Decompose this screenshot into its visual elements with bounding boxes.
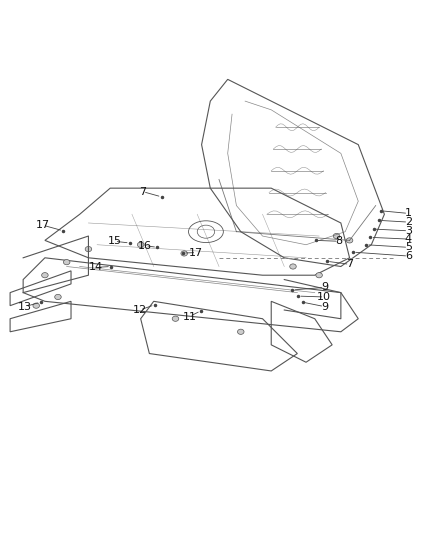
Text: 17: 17 [35,220,50,230]
Text: 6: 6 [405,251,412,261]
Text: 7: 7 [139,187,146,197]
Text: 1: 1 [405,208,412,219]
Text: 4: 4 [405,234,412,244]
Ellipse shape [333,233,340,239]
Text: 7: 7 [346,260,353,269]
Ellipse shape [346,238,353,243]
Ellipse shape [85,246,92,252]
Text: 13: 13 [18,302,32,312]
Ellipse shape [316,272,322,278]
Ellipse shape [172,316,179,321]
Text: 9: 9 [321,302,328,312]
Text: 8: 8 [335,236,342,246]
Ellipse shape [181,251,187,256]
Ellipse shape [138,242,144,247]
Ellipse shape [33,303,39,308]
Ellipse shape [237,329,244,334]
Text: 2: 2 [405,217,412,227]
Text: 11: 11 [182,312,196,321]
Ellipse shape [290,264,296,269]
Text: 15: 15 [108,236,122,246]
Text: 9: 9 [321,282,328,293]
Text: 3: 3 [405,226,412,236]
Ellipse shape [42,272,48,278]
Text: 16: 16 [138,240,152,251]
Ellipse shape [55,294,61,300]
Text: 10: 10 [317,292,331,302]
Text: 14: 14 [89,262,103,272]
Text: 12: 12 [133,305,147,315]
Text: 5: 5 [405,243,412,252]
Text: 17: 17 [189,247,203,257]
Ellipse shape [64,260,70,265]
